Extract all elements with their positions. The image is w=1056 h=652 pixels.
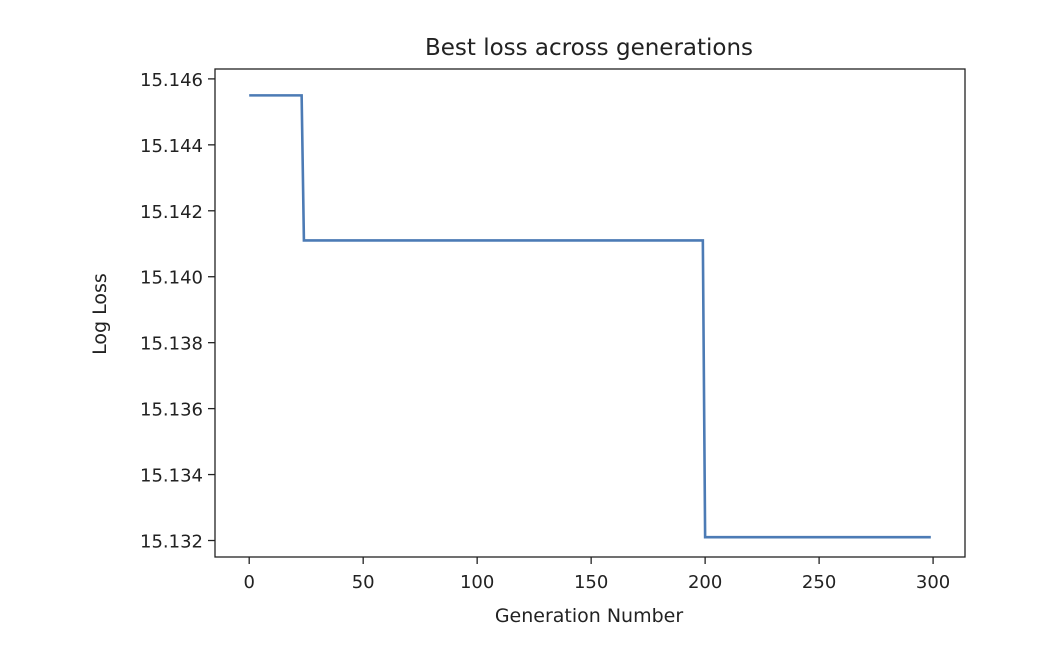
x-tick-label: 100 [460, 572, 494, 593]
y-tick-label: 15.136 [140, 400, 203, 421]
series-line-0 [249, 94, 931, 539]
y-tick-label: 15.132 [140, 532, 203, 553]
y-tick-label: 15.138 [140, 334, 203, 355]
x-tick-label: 0 [243, 572, 254, 593]
series-layer [249, 94, 931, 539]
plot-area [214, 68, 966, 558]
x-tick-label: 300 [916, 572, 950, 593]
y-tick-label: 15.134 [140, 466, 203, 487]
x-tick-label: 150 [574, 572, 608, 593]
y-tick-label: 15.144 [140, 136, 203, 157]
chart-title: Best loss across generations [425, 35, 753, 61]
y-tick-label: 15.140 [140, 268, 203, 289]
y-axis: 15.132 15.134 15.136 15.138 15.140 15.142 15.1… [140, 70, 215, 553]
x-tick-label: 250 [802, 572, 836, 593]
x-tick-label: 200 [688, 572, 722, 593]
x-axis: 0 50 100 150 200 250 300 [243, 557, 950, 593]
x-axis-label: Generation Number [495, 605, 684, 627]
y-axis-label: Log Loss [89, 273, 111, 355]
y-tick-label: 15.142 [140, 202, 203, 223]
x-tick-label: 50 [352, 572, 375, 593]
plot-frame [214, 68, 966, 558]
y-tick-label: 15.146 [140, 70, 203, 91]
